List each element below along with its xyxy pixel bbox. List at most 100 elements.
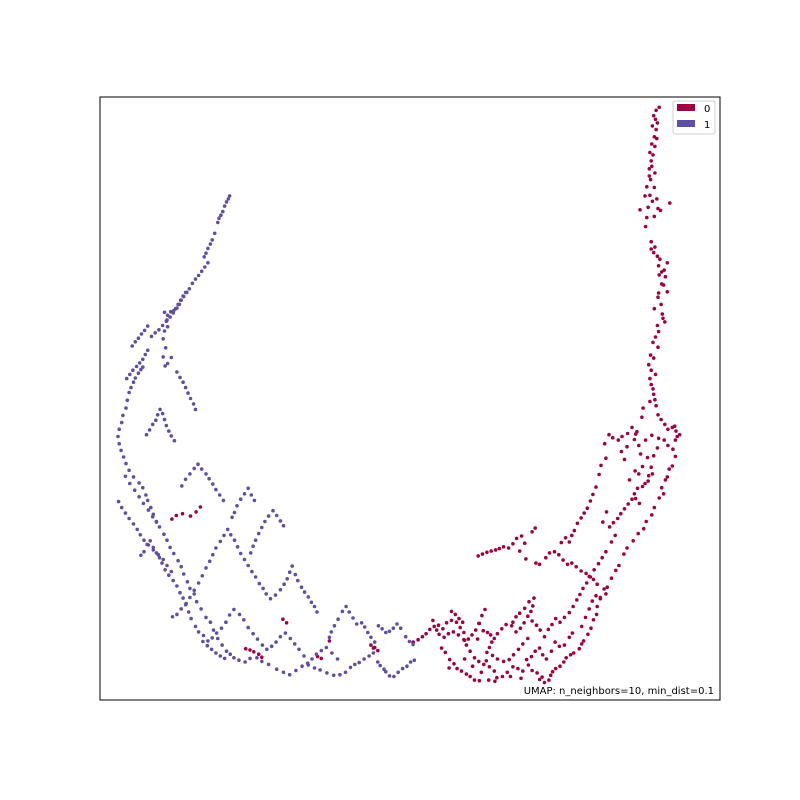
point-class-0: [658, 257, 662, 261]
point-class-1: [210, 238, 214, 242]
point-class-1: [125, 377, 129, 381]
point-class-1: [246, 626, 250, 630]
point-class-1: [141, 358, 145, 362]
point-class-1: [124, 475, 128, 479]
point-class-1: [310, 601, 314, 605]
point-class-1: [133, 488, 137, 492]
point-class-0: [659, 418, 663, 422]
point-class-0: [576, 522, 580, 526]
legend-swatch-1: [677, 120, 695, 127]
point-class-1: [392, 626, 396, 630]
point-class-1: [134, 340, 138, 344]
point-class-1: [202, 255, 206, 259]
point-class-1: [163, 568, 167, 572]
point-class-0: [666, 290, 670, 294]
point-class-0: [543, 635, 547, 639]
point-class-0: [521, 669, 525, 673]
point-class-0: [463, 657, 467, 661]
point-class-0: [450, 610, 454, 614]
point-class-1: [260, 660, 264, 664]
point-class-1: [139, 533, 143, 537]
point-class-0: [591, 493, 595, 497]
point-class-0: [558, 620, 562, 624]
point-class-1: [290, 564, 294, 568]
point-class-1: [128, 482, 132, 486]
point-class-0: [511, 665, 515, 669]
point-class-1: [171, 579, 175, 583]
point-class-1: [174, 307, 178, 311]
point-class-0: [622, 552, 626, 556]
point-class-0: [656, 446, 660, 450]
point-class-0: [653, 171, 657, 175]
point-class-0: [659, 303, 663, 307]
point-class-0: [651, 387, 655, 391]
point-class-0: [660, 282, 664, 286]
point-class-0: [376, 649, 380, 653]
point-class-1: [146, 499, 150, 503]
point-class-0: [519, 626, 523, 630]
point-class-0: [647, 474, 651, 478]
point-class-1: [147, 508, 151, 512]
point-class-1: [170, 356, 174, 360]
point-class-1: [296, 579, 300, 583]
point-class-0: [637, 444, 641, 448]
point-class-1: [156, 413, 160, 417]
point-class-0: [441, 627, 445, 631]
point-class-0: [248, 648, 252, 652]
point-class-1: [369, 636, 373, 640]
point-class-0: [535, 623, 539, 627]
point-class-0: [579, 569, 583, 573]
point-class-0: [506, 671, 510, 675]
point-class-1: [197, 274, 201, 278]
point-class-1: [236, 545, 240, 549]
point-class-0: [623, 458, 627, 462]
point-class-0: [660, 486, 664, 490]
point-class-0: [594, 485, 598, 489]
point-class-1: [253, 499, 257, 503]
point-class-0: [470, 633, 474, 637]
point-class-0: [620, 435, 624, 439]
point-class-0: [594, 594, 598, 598]
point-class-0: [285, 621, 289, 625]
point-class-0: [538, 646, 542, 650]
point-class-0: [639, 452, 643, 456]
point-class-1: [409, 660, 413, 664]
point-class-0: [626, 502, 630, 506]
point-class-1: [216, 221, 220, 225]
point-class-1: [336, 657, 340, 661]
point-class-1: [411, 643, 415, 647]
legend-label-0: 0: [704, 104, 710, 115]
point-class-0: [520, 534, 524, 538]
point-class-1: [167, 573, 171, 577]
point-class-1: [294, 573, 298, 577]
point-class-0: [633, 438, 637, 442]
point-class-1: [250, 570, 254, 574]
point-class-1: [175, 370, 179, 374]
point-class-0: [512, 653, 516, 657]
point-class-0: [657, 330, 661, 334]
point-class-1: [230, 516, 234, 520]
point-class-0: [175, 514, 179, 518]
point-class-1: [184, 602, 188, 606]
point-class-1: [200, 270, 204, 274]
point-class-0: [635, 430, 639, 434]
point-class-0: [630, 497, 634, 501]
point-class-0: [666, 444, 670, 448]
point-class-1: [267, 514, 271, 518]
point-class-0: [654, 335, 658, 339]
point-class-0: [490, 640, 494, 644]
point-class-0: [554, 667, 558, 671]
point-class-1: [158, 525, 162, 529]
point-class-1: [222, 534, 226, 538]
point-class-0: [435, 628, 439, 632]
point-class-0: [448, 658, 452, 662]
point-class-1: [330, 630, 334, 634]
point-class-1: [201, 574, 205, 578]
point-class-0: [501, 675, 505, 679]
point-class-0: [550, 623, 554, 627]
point-class-0: [674, 455, 678, 459]
point-class-1: [189, 617, 193, 621]
point-class-0: [649, 353, 653, 357]
point-class-1: [267, 663, 271, 667]
point-class-1: [137, 481, 141, 485]
